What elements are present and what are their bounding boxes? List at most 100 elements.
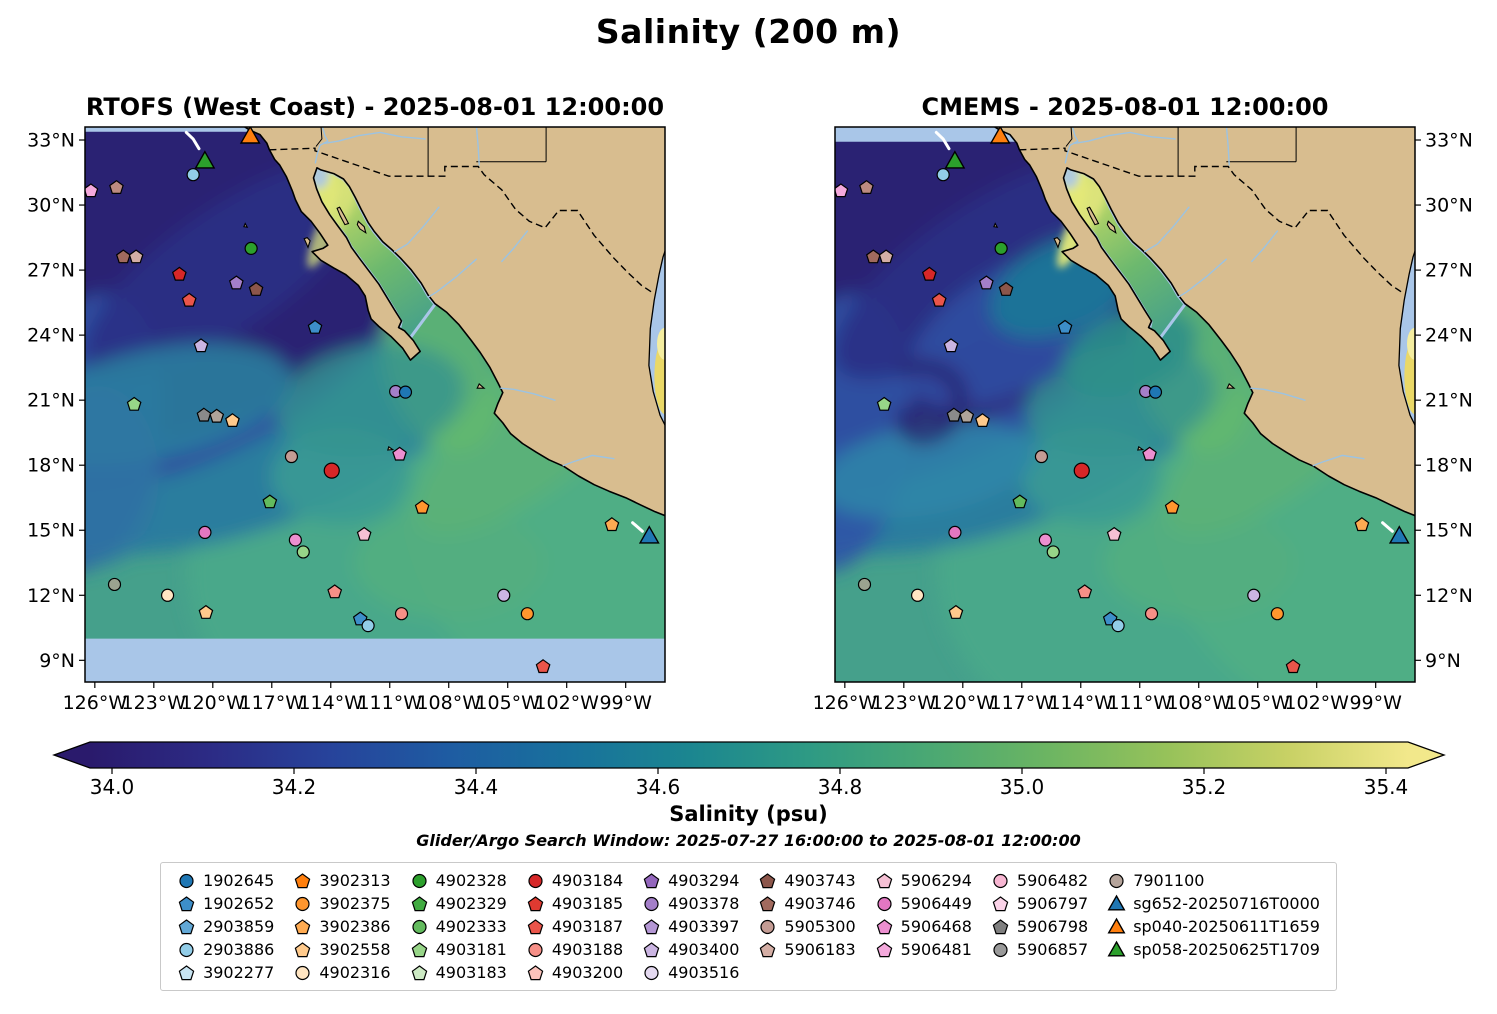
legend-label: 4903378 bbox=[668, 894, 740, 913]
lon-tick-label: 123°W bbox=[872, 692, 937, 714]
pentagon-marker-icon bbox=[992, 896, 1009, 912]
circle-marker-icon bbox=[760, 919, 775, 935]
pentagon-marker-icon bbox=[411, 942, 427, 958]
float-markers bbox=[85, 127, 660, 674]
circle-marker-icon bbox=[411, 873, 427, 889]
lon-tick-label: 114°W bbox=[298, 692, 363, 714]
legend-item: 4903746 bbox=[758, 894, 856, 913]
legend-label: 4903516 bbox=[668, 963, 740, 982]
pentagon-marker-icon bbox=[760, 942, 776, 958]
colorbar-tick-label: 34.6 bbox=[635, 775, 680, 799]
lat-tick-label: 27°N bbox=[1425, 260, 1473, 282]
pentagon-marker-icon bbox=[527, 919, 544, 935]
lon-tick-label: 120°W bbox=[931, 692, 996, 714]
legend-label: 4903400 bbox=[668, 940, 740, 959]
circle-marker-icon bbox=[295, 965, 310, 981]
legend-item: 1902652 bbox=[177, 894, 274, 913]
lat-tick-label: 18°N bbox=[27, 455, 75, 477]
circle-marker-icon bbox=[877, 896, 892, 912]
legend-item: sp040-20250611T1659 bbox=[1107, 917, 1320, 936]
circle-marker-icon bbox=[528, 873, 543, 889]
legend-label: 5906449 bbox=[900, 894, 972, 913]
legend-item: 5906481 bbox=[875, 940, 972, 959]
legend-label: 3902313 bbox=[319, 871, 391, 890]
legend-label: 4903181 bbox=[435, 940, 507, 959]
legend-item: 3902386 bbox=[293, 917, 391, 936]
legend-item: sg652-20250716T0000 bbox=[1107, 894, 1320, 913]
legend-item: 3902375 bbox=[293, 894, 391, 913]
lat-tick-label: 30°N bbox=[27, 195, 75, 217]
legend-column: 4902328 4902329 4902333 4903181 4903183 bbox=[410, 871, 507, 982]
legend-column: 5906482 5906797 5906798 5906857 bbox=[991, 871, 1088, 982]
legend-label: 1902645 bbox=[203, 871, 275, 890]
legend-label: sp058-20250625T1709 bbox=[1133, 940, 1320, 959]
legend-item: 4903187 bbox=[526, 917, 623, 936]
circle-marker-icon bbox=[993, 873, 1008, 889]
legend-label: 3902277 bbox=[203, 963, 275, 982]
legend-item: 4903400 bbox=[642, 940, 739, 959]
pentagon-marker-icon bbox=[411, 965, 427, 981]
legend-label: 4903397 bbox=[668, 917, 740, 936]
legend-column: 1902645 1902652 2903859 2903886 3902277 bbox=[177, 871, 274, 982]
lat-tick-label: 15°N bbox=[27, 520, 75, 542]
circle-marker-icon bbox=[295, 896, 310, 912]
pentagon-marker-icon bbox=[527, 965, 544, 981]
legend-label: 2903886 bbox=[203, 940, 275, 959]
pentagon-marker-icon bbox=[643, 919, 660, 935]
lon-tick-label: 105°W bbox=[1225, 692, 1290, 714]
legend-item: 5906468 bbox=[875, 917, 972, 936]
pentagon-marker-icon bbox=[295, 919, 311, 935]
circle-marker-icon bbox=[644, 896, 659, 912]
legend-item: 5906482 bbox=[991, 871, 1088, 890]
legend-label: 4903184 bbox=[551, 871, 624, 890]
pentagon-marker-icon bbox=[411, 896, 427, 912]
legend-label: 3902558 bbox=[319, 940, 391, 959]
pentagon-marker-icon bbox=[178, 919, 195, 935]
lat-tick-label: 21°N bbox=[1425, 390, 1473, 412]
lat-tick-label: 27°N bbox=[27, 260, 75, 282]
pentagon-marker-icon bbox=[992, 919, 1009, 935]
legend-item: 4903294 bbox=[642, 871, 739, 890]
legend-item: 5906857 bbox=[991, 940, 1088, 959]
rtofs-title: RTOFS (West Coast) - 2025-08-01 12:00:00 bbox=[85, 93, 665, 121]
legend-item: 5906798 bbox=[991, 917, 1088, 936]
legend-item: 4902316 bbox=[293, 963, 391, 982]
legend-label: 2903859 bbox=[203, 917, 275, 936]
legend-label: 5905300 bbox=[784, 917, 856, 936]
legend-label: 4903200 bbox=[551, 963, 624, 982]
lat-tick-label: 30°N bbox=[1425, 195, 1473, 217]
legend-item: 4902333 bbox=[410, 917, 507, 936]
circle-marker-icon bbox=[993, 942, 1008, 958]
pentagon-marker-icon bbox=[876, 919, 892, 935]
lat-tick-label: 33°N bbox=[27, 130, 75, 152]
lon-tick-label: 114°W bbox=[1048, 692, 1113, 714]
legend-label: 3902375 bbox=[319, 894, 391, 913]
legend-label: sg652-20250716T0000 bbox=[1133, 894, 1320, 913]
lon-tick-label: 108°W bbox=[1166, 692, 1231, 714]
legend-column: 7901100 sg652-20250716T0000 sp040-20250611… bbox=[1107, 871, 1320, 982]
legend-item: 4903378 bbox=[642, 894, 739, 913]
colorbar-tick-label: 34.2 bbox=[271, 775, 316, 799]
circle-marker-icon bbox=[644, 965, 659, 981]
legend-item: 4903183 bbox=[410, 963, 507, 982]
pentagon-marker-icon bbox=[876, 942, 892, 958]
lat-tick-label: 12°N bbox=[1425, 585, 1473, 607]
cmems-map: 33°N 30°N 27°N 24°N 21°N 18°N 15°N 12°N 9°N 126°W… bbox=[813, 126, 1473, 714]
legend-item: 3902558 bbox=[293, 940, 391, 959]
legend-item: 5906797 bbox=[991, 894, 1088, 913]
float-markers bbox=[835, 127, 1410, 674]
legend-label: 3902386 bbox=[319, 917, 391, 936]
lon-tick-label: 102°W bbox=[1284, 692, 1349, 714]
lat-tick-label: 24°N bbox=[1425, 325, 1473, 347]
legend-label: 4902316 bbox=[319, 963, 391, 982]
legend-item: 3902277 bbox=[177, 963, 274, 982]
legend-label: 5906798 bbox=[1016, 917, 1089, 936]
lon-tick-label: 111°W bbox=[357, 692, 422, 714]
circle-marker-icon bbox=[179, 942, 194, 958]
pentagon-marker-icon bbox=[527, 896, 544, 912]
colorbar-tick-label: 34.8 bbox=[817, 775, 862, 799]
lat-tick-label: 9°N bbox=[1425, 650, 1461, 672]
lon-tick-label: 117°W bbox=[989, 692, 1054, 714]
legend-item: 4903181 bbox=[410, 940, 507, 959]
lon-tick-label: 108°W bbox=[416, 692, 481, 714]
